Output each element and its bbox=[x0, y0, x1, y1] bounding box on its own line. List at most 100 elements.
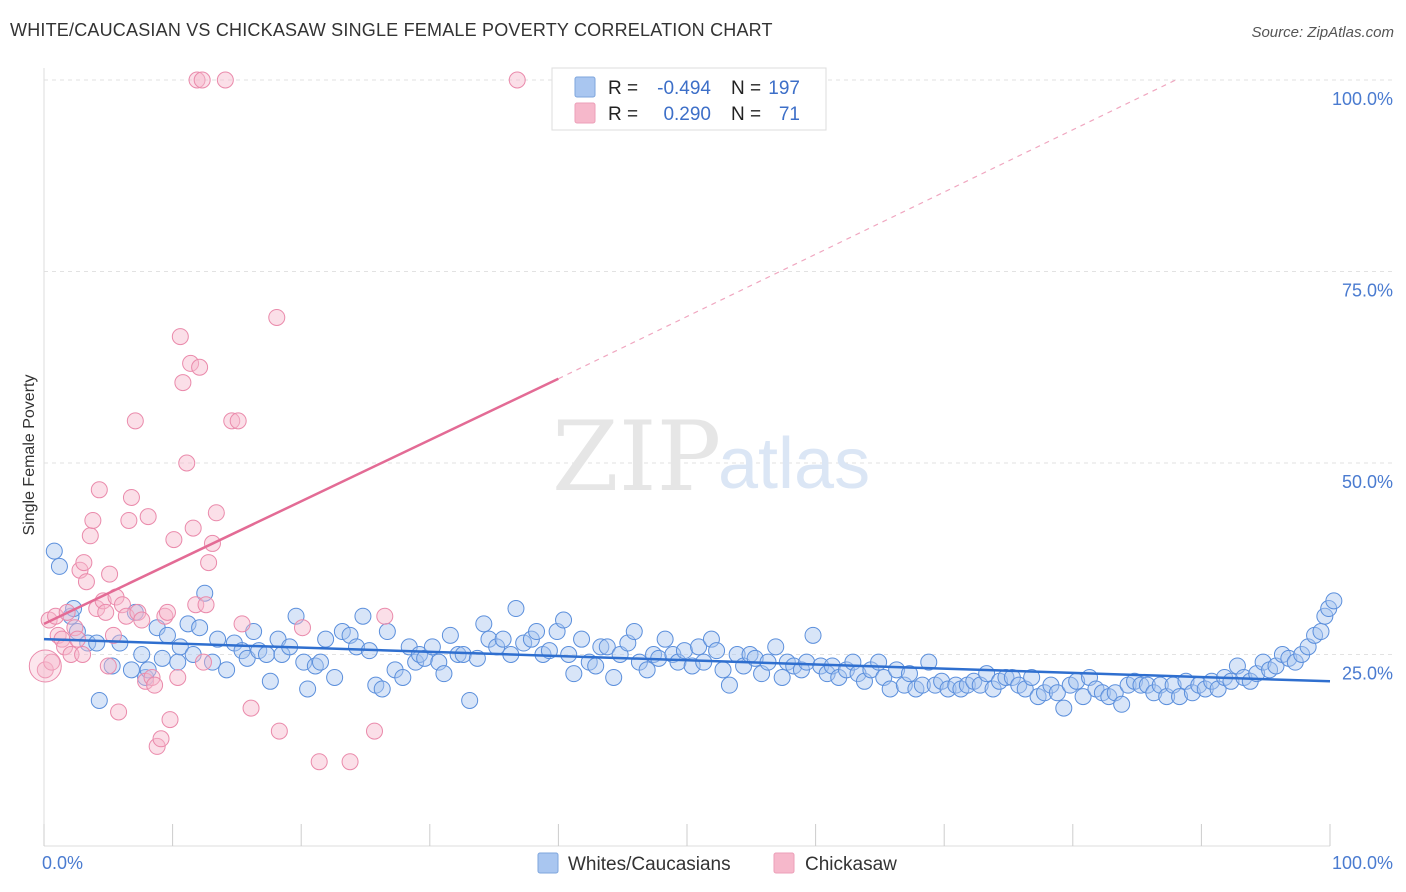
point-chickasaw-58 bbox=[229, 412, 247, 430]
point-whites-102 bbox=[708, 642, 726, 660]
point-chickasaw-50 bbox=[197, 596, 215, 614]
point-whites-18 bbox=[169, 653, 187, 671]
watermark-zip: ZIP bbox=[552, 401, 721, 513]
point-whites-112 bbox=[773, 668, 791, 686]
legend-swatch-chickasaw bbox=[574, 102, 596, 124]
point-whites-6 bbox=[88, 634, 106, 652]
trend-line-chickasaw-extension bbox=[558, 79, 1176, 380]
legend-n-value-chickasaw: 71 bbox=[779, 104, 800, 125]
point-whites-12 bbox=[133, 646, 151, 663]
source-label: Source: ZipAtlas.com bbox=[1251, 24, 1394, 41]
point-whites-165 bbox=[1113, 695, 1131, 713]
point-whites-116 bbox=[798, 653, 816, 671]
point-chickasaw-34 bbox=[146, 676, 164, 694]
point-chickasaw-17 bbox=[90, 481, 108, 499]
point-chickasaw-44 bbox=[178, 454, 196, 472]
bottom-legend-label-chickasaw: Chickasaw bbox=[805, 854, 897, 875]
point-whites-84 bbox=[592, 638, 610, 656]
point-whites-69 bbox=[494, 630, 512, 648]
chart-title: WHITE/CAUCASIAN VS CHICKASAW SINGLE FEMA… bbox=[10, 20, 773, 40]
watermark-atlas: atlas bbox=[718, 424, 870, 504]
bottom-legend-swatch-chickasaw bbox=[773, 852, 795, 874]
point-whites-196 bbox=[1312, 623, 1330, 641]
point-chickasaw-26 bbox=[120, 511, 138, 529]
x-tick-marks bbox=[43, 824, 1331, 846]
point-chickasaw-13 bbox=[77, 573, 95, 591]
point-whites-63 bbox=[454, 646, 472, 663]
point-chickasaw-59 bbox=[233, 615, 251, 633]
point-chickasaw-67 bbox=[376, 607, 394, 625]
point-whites-81 bbox=[573, 630, 591, 648]
point-whites-151 bbox=[1023, 668, 1041, 686]
point-whites-85 bbox=[598, 638, 616, 656]
trend-line-chickasaw bbox=[43, 377, 559, 625]
point-chickasaw-70 bbox=[508, 71, 526, 89]
point-chickasaw-38 bbox=[158, 603, 176, 621]
stats-legend-box bbox=[551, 67, 827, 131]
point-whites-89 bbox=[625, 623, 643, 641]
point-chickasaw-12 bbox=[75, 554, 93, 572]
point-chickasaw-36 bbox=[152, 730, 170, 748]
point-whites-94 bbox=[656, 630, 674, 648]
point-whites-78 bbox=[555, 611, 573, 629]
point-whites-43 bbox=[326, 668, 344, 686]
point-chickasaw-62 bbox=[270, 722, 288, 740]
point-whites-80 bbox=[565, 665, 583, 683]
point-whites-16 bbox=[153, 649, 171, 667]
x-tick-label-0: 0.0% bbox=[42, 853, 83, 873]
gridlines bbox=[44, 79, 1392, 655]
point-whites-50 bbox=[373, 680, 391, 698]
y-tick-label-2: 75.0% bbox=[1342, 281, 1393, 301]
point-chickasaw-66 bbox=[366, 722, 384, 740]
point-chickasaw-20 bbox=[101, 565, 119, 583]
bottom-legend-swatch-whites bbox=[537, 852, 559, 874]
point-whites-53 bbox=[394, 668, 412, 686]
point-whites-47 bbox=[354, 607, 372, 625]
point-chickasaw-2 bbox=[43, 653, 61, 671]
point-chickasaw-29 bbox=[129, 603, 147, 621]
point-chickasaw-48 bbox=[191, 358, 209, 376]
point-whites-33 bbox=[261, 672, 279, 690]
point-whites-91 bbox=[638, 661, 656, 679]
point-chickasaw-40 bbox=[165, 531, 183, 549]
point-chickasaw-21 bbox=[104, 626, 122, 644]
point-whites-46 bbox=[347, 638, 365, 656]
point-chickasaw-49 bbox=[194, 653, 212, 671]
legend-r-value-chickasaw: 0.290 bbox=[663, 104, 711, 125]
point-chickasaw-43 bbox=[174, 374, 192, 392]
point-whites-114 bbox=[785, 657, 803, 675]
point-chickasaw-8 bbox=[62, 646, 80, 663]
point-whites-156 bbox=[1055, 699, 1073, 717]
point-whites-10 bbox=[122, 661, 140, 679]
point-whites-32 bbox=[257, 646, 275, 663]
point-whites-197 bbox=[1316, 607, 1334, 625]
point-whites-104 bbox=[720, 676, 738, 694]
legend-r-label-chickasaw: R = bbox=[608, 104, 638, 125]
point-chickasaw-47 bbox=[187, 596, 205, 614]
point-chickasaw-64 bbox=[310, 753, 328, 771]
point-chickasaw-42 bbox=[171, 328, 189, 346]
point-whites-41 bbox=[311, 653, 329, 671]
point-chickasaw-65 bbox=[341, 753, 359, 771]
point-whites-111 bbox=[767, 638, 785, 656]
legend-n-label-chickasaw: N = bbox=[731, 104, 761, 125]
point-whites-39 bbox=[299, 680, 317, 698]
point-chickasaw-23 bbox=[110, 703, 128, 721]
point-whites-79 bbox=[560, 646, 578, 663]
legend-r-label-whites: R = bbox=[608, 78, 638, 99]
x-tick-labels: 0.0% 100.0% bbox=[42, 853, 1393, 873]
point-whites-17 bbox=[158, 626, 176, 644]
point-chickasaw-24 bbox=[113, 596, 131, 614]
legend-n-label-whites: N = bbox=[731, 78, 761, 99]
point-chickasaw-35 bbox=[148, 737, 166, 755]
bottom-legend-label-whites: Whites/Caucasians bbox=[568, 854, 731, 875]
point-whites-44 bbox=[333, 623, 351, 641]
y-tick-label-3: 100.0% bbox=[1332, 89, 1393, 109]
point-whites-99 bbox=[690, 638, 708, 656]
point-whites-22 bbox=[191, 619, 209, 637]
point-whites-174 bbox=[1171, 688, 1189, 706]
point-whites-103 bbox=[714, 661, 732, 679]
point-whites-0 bbox=[45, 542, 63, 560]
point-whites-72 bbox=[515, 634, 533, 652]
